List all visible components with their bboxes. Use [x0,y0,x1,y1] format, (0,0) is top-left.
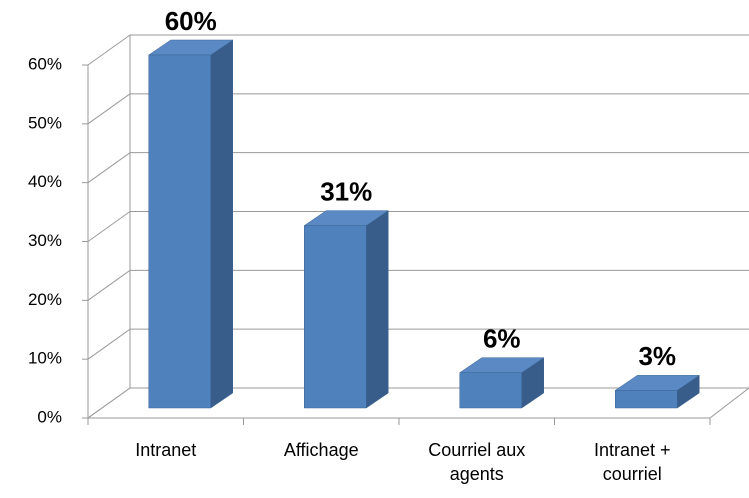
bar [614,374,701,409]
depth-line [87,387,131,419]
value-label: 60% [165,6,217,36]
bar-front [304,225,367,409]
y-tick-label: 10% [28,349,62,368]
bar [458,357,545,409]
bar-side [366,210,389,409]
depth-line [87,152,131,184]
depth-line [87,328,131,360]
value-label: 31% [320,176,372,206]
y-tick-label: 20% [28,290,62,309]
bar [147,39,234,409]
bar-front [459,372,522,409]
bar-front [615,390,678,409]
y-tick-label: 50% [28,113,62,132]
y-tick-label: 40% [28,172,62,191]
bar [303,210,390,409]
bar-front [148,54,211,409]
bar-side [210,39,233,409]
depth-line [87,211,131,242]
depth-line [87,93,131,125]
y-tick-label: 60% [28,54,62,73]
x-tick-label: Courriel aux agents [428,440,526,484]
x-tick-label: Affichage [283,440,359,460]
value-label: 6% [483,324,521,354]
x-tick-label: Intranet + courriel [593,440,671,484]
depth-line [87,34,131,66]
y-tick-label: 0% [37,407,62,426]
depth-line [87,269,131,301]
value-label: 3% [638,341,676,371]
x-tick-label: Intranet [135,440,197,460]
y-tick-label: 30% [28,231,62,250]
